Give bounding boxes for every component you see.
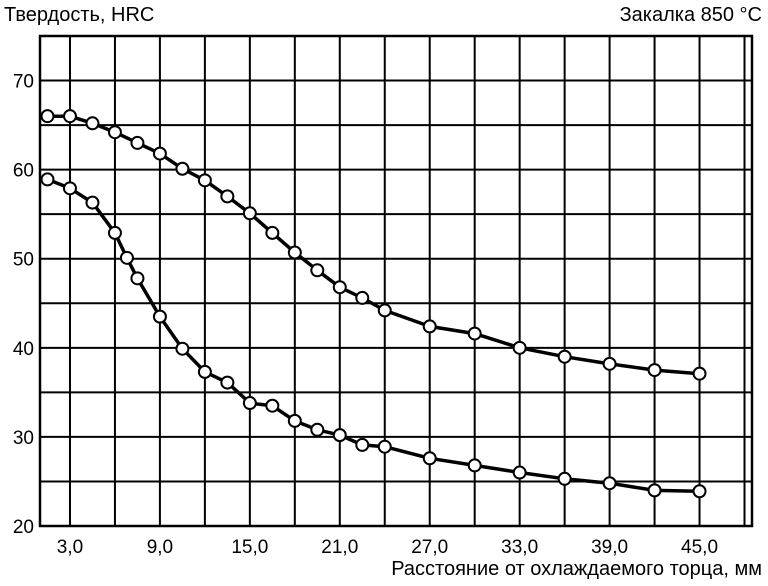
x-tick-label: 21,0: [321, 537, 358, 558]
x-tick-label: 15,0: [231, 537, 268, 558]
data-point-series-2: [355, 437, 370, 452]
data-point-series-1: [265, 225, 280, 240]
y-tick-label: 50: [13, 250, 34, 271]
chart-title: Закалка 850 °C: [619, 4, 762, 26]
data-point-series-2: [647, 483, 662, 498]
x-tick-label: 45,0: [681, 537, 718, 558]
x-tick-label: 9,0: [147, 537, 173, 558]
data-point-series-1: [175, 161, 190, 176]
data-point-series-2: [130, 271, 145, 286]
data-point-series-2: [602, 476, 617, 491]
data-point-series-1: [512, 340, 527, 355]
data-point-series-2: [85, 195, 100, 210]
data-point-series-2: [287, 413, 302, 428]
data-point-series-2: [40, 172, 55, 187]
data-point-series-2: [692, 484, 707, 499]
data-point-series-1: [332, 280, 347, 295]
data-point-series-1: [310, 263, 325, 278]
data-point-series-1: [130, 135, 145, 150]
data-point-series-1: [152, 146, 167, 161]
series-line-1: [47, 114, 700, 376]
data-point-series-1: [355, 290, 370, 305]
y-tick-label: 60: [13, 161, 34, 182]
data-point-series-1: [647, 363, 662, 378]
data-point-series-1: [467, 326, 482, 341]
y-axis-label: Твердость, HRC: [4, 4, 155, 26]
data-point-series-1: [377, 303, 392, 318]
data-point-series-1: [557, 349, 572, 364]
data-point-series-2: [310, 422, 325, 437]
y-tick-label: 20: [13, 517, 34, 538]
plot-frame: [38, 34, 754, 528]
data-point-series-2: [119, 250, 134, 265]
data-point-series-2: [175, 341, 190, 356]
data-point-series-2: [107, 225, 122, 240]
data-point-series-2: [62, 181, 77, 196]
x-tick-label: 39,0: [591, 537, 628, 558]
data-point-series-2: [557, 471, 572, 486]
data-point-series-2: [265, 398, 280, 413]
x-tick-label: 27,0: [411, 537, 448, 558]
data-point-series-2: [152, 309, 167, 324]
data-point-series-1: [220, 189, 235, 204]
data-point-series-1: [242, 206, 257, 221]
data-point-series-2: [467, 458, 482, 473]
data-point-series-1: [287, 245, 302, 260]
data-point-series-1: [422, 319, 437, 334]
data-point-series-2: [220, 375, 235, 390]
data-point-series-1: [692, 366, 707, 381]
data-point-series-1: [197, 173, 212, 188]
data-point-series-1: [602, 356, 617, 371]
data-point-series-2: [422, 451, 437, 466]
y-tick-label: 70: [13, 72, 34, 93]
x-tick-label: 3,0: [57, 537, 83, 558]
data-point-series-1: [107, 125, 122, 140]
data-point-series-2: [512, 465, 527, 480]
data-point-series-1: [85, 116, 100, 131]
y-tick-label: 30: [13, 428, 34, 449]
data-point-series-2: [197, 364, 212, 379]
data-point-series-1: [62, 109, 77, 124]
y-tick-label: 40: [13, 339, 34, 360]
data-point-series-2: [242, 396, 257, 411]
x-axis-label: Расстояние от охлаждаемого торца, мм: [391, 558, 762, 580]
data-point-series-2: [377, 439, 392, 454]
data-point-series-1: [40, 109, 55, 124]
series-line-2: [46, 177, 700, 494]
data-point-series-2: [332, 428, 347, 443]
x-tick-label: 33,0: [501, 537, 538, 558]
